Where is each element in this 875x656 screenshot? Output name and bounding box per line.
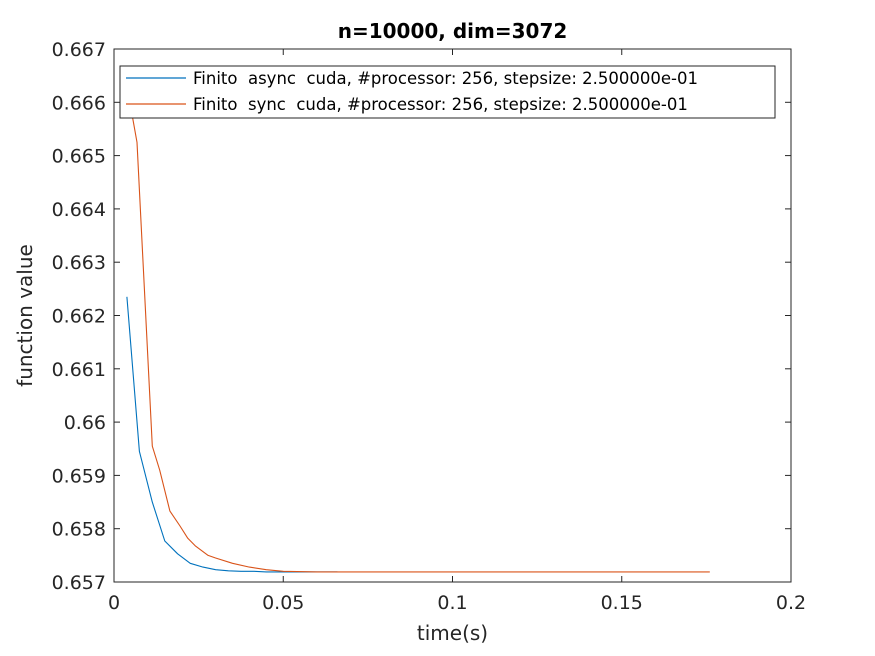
- chart-title: n=10000, dim=3072: [338, 19, 568, 43]
- y-tick-label: 0.666: [52, 92, 106, 114]
- y-tick-label: 0.66: [64, 412, 106, 434]
- plot-area: [113, 48, 792, 583]
- x-axis-label: time(s): [417, 621, 488, 645]
- legend-label-async: Finito async cuda, #processor: 256, step…: [193, 69, 698, 88]
- x-tick-label: 0: [108, 592, 120, 614]
- y-tick-label: 0.657: [52, 572, 106, 594]
- x-tick-label: 0.05: [262, 592, 304, 614]
- y-tick-label: 0.664: [52, 199, 106, 221]
- x-tick-label: 0.1: [437, 592, 467, 614]
- y-tick-label: 0.658: [52, 519, 106, 541]
- x-tick-label: 0.15: [601, 592, 643, 614]
- legend-label-sync: Finito sync cuda, #processor: 256, steps…: [193, 95, 688, 114]
- series-layer: [126, 98, 710, 573]
- legend-box: [119, 65, 776, 119]
- y-axis-ticks: 0.657 0.658 0.659 0.66 0.661 0.662 0.663 0.664 0…: [52, 39, 791, 594]
- y-tick-label: 0.662: [52, 306, 106, 328]
- y-tick-label: 0.659: [52, 465, 106, 487]
- legend: Finito async cuda, #processor: 256, step…: [119, 65, 776, 119]
- x-tick-label: 0.2: [776, 592, 806, 614]
- x-axis-ticks: 0 0.05 0.1 0.15 0.2: [108, 49, 806, 614]
- y-tick-label: 0.667: [52, 39, 106, 61]
- y-tick-label: 0.663: [52, 252, 106, 274]
- y-tick-label: 0.661: [52, 359, 106, 381]
- series-line-sync: [128, 98, 710, 573]
- y-axis-label: function value: [13, 244, 37, 387]
- y-tick-label: 0.665: [52, 146, 106, 168]
